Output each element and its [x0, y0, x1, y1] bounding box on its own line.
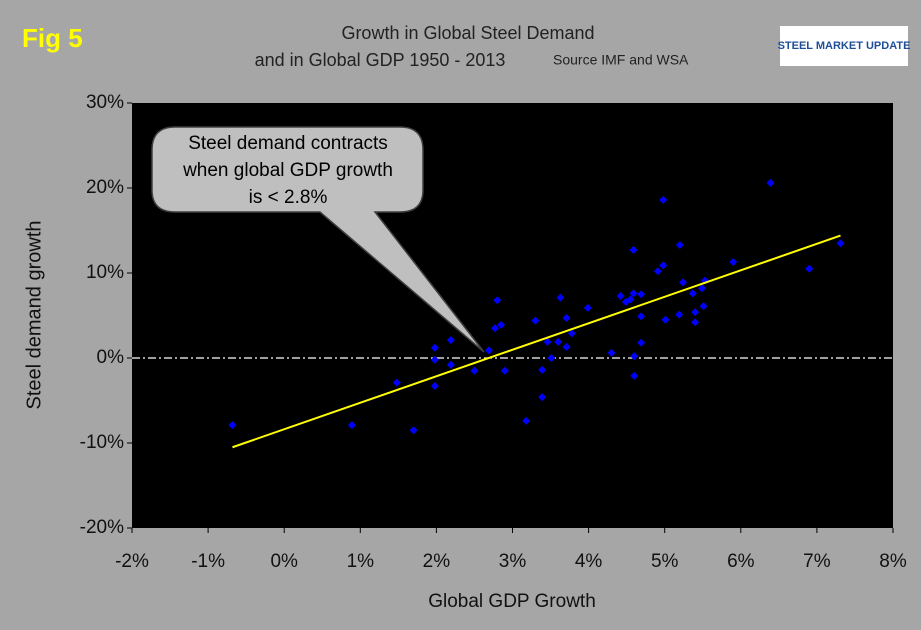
point [228, 421, 237, 430]
point [688, 289, 697, 298]
chart-title: Growth in Global Steel Demand [341, 23, 594, 43]
callout [151, 126, 485, 353]
x-tick-label: 1% [347, 551, 375, 572]
point [538, 393, 547, 402]
figure-label: Fig 5 [22, 23, 83, 53]
point [629, 289, 638, 298]
point [547, 354, 556, 362]
y-axis-label: Steel demand growth [23, 220, 45, 409]
point [678, 278, 687, 287]
y-tick-label: -20% [80, 517, 124, 538]
point [661, 315, 670, 324]
trendline [232, 234, 841, 449]
source: Source IMF and WSA [553, 52, 689, 68]
point [699, 302, 708, 311]
point [630, 352, 639, 361]
point [607, 348, 616, 357]
point [675, 240, 684, 249]
point [538, 365, 547, 374]
point [836, 239, 845, 248]
x-tick-label: 5% [651, 551, 679, 572]
logo: STEEL MARKET UPDATE [778, 40, 911, 52]
logo-box [780, 26, 908, 66]
point [347, 421, 356, 430]
point [430, 355, 439, 364]
point [446, 360, 455, 369]
y-tick-label: -10% [80, 432, 124, 453]
point [729, 257, 738, 266]
point [626, 295, 635, 304]
y-tick-label: 20% [86, 177, 124, 198]
point [691, 318, 700, 327]
point [493, 296, 502, 305]
point [691, 308, 700, 317]
y-tick-label: 0% [97, 347, 125, 368]
point [522, 416, 531, 425]
point [616, 291, 625, 300]
point [630, 371, 639, 380]
point [675, 310, 684, 319]
point [766, 178, 775, 187]
x-axis-label: Global GDP Growth [428, 591, 596, 612]
y-tick-label: 30% [86, 92, 124, 113]
point [562, 342, 571, 351]
x-tick-label: 8% [879, 551, 907, 572]
point [430, 382, 439, 391]
point [500, 366, 509, 375]
point [637, 290, 646, 299]
point [659, 195, 668, 204]
point [490, 324, 499, 333]
x-tick-label: 2% [423, 551, 451, 572]
x-tick-label: 0% [270, 551, 298, 572]
point [583, 303, 592, 312]
x-tick-label: 7% [803, 551, 831, 572]
point [446, 336, 455, 345]
annotation: when global GDP growth [182, 160, 393, 181]
x-tick-label: -1% [191, 551, 225, 572]
point [805, 264, 814, 273]
point [409, 426, 418, 435]
point [697, 284, 706, 293]
x-tick-label: 3% [499, 551, 527, 572]
point [470, 366, 479, 375]
y-tick-label: 10% [86, 262, 124, 283]
point [392, 378, 401, 387]
point [637, 312, 646, 321]
x-tick-label: -2% [115, 551, 149, 572]
point [554, 337, 563, 346]
point [629, 246, 638, 255]
point [567, 329, 576, 338]
point [653, 267, 662, 276]
point [562, 314, 571, 323]
point [659, 261, 668, 270]
chart-title: and in Global GDP 1950 - 2013 [255, 50, 506, 70]
point [543, 337, 552, 346]
annotation: is < 2.8% [249, 187, 328, 208]
point [484, 346, 493, 355]
point [556, 293, 565, 302]
point [430, 343, 439, 352]
x-tick-label: 6% [727, 551, 755, 572]
point [497, 320, 506, 329]
annotation: Steel demand contracts [188, 133, 388, 154]
point [531, 316, 540, 325]
point [637, 338, 646, 347]
x-tick-label: 4% [575, 551, 603, 572]
